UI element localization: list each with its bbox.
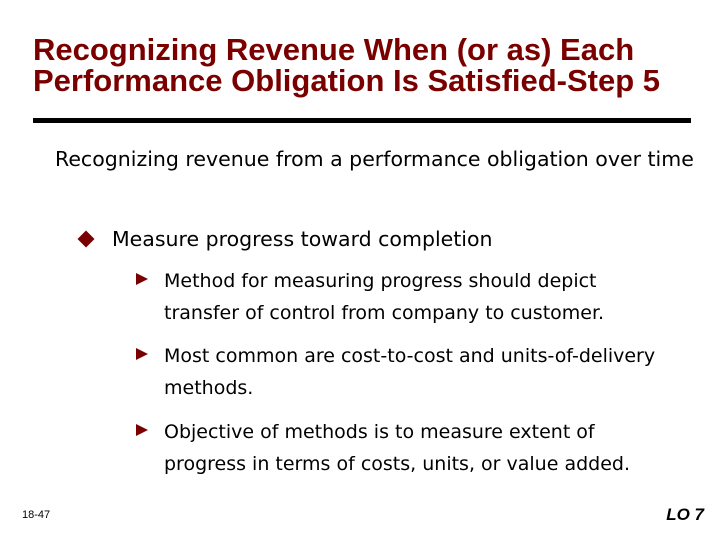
- bullet-item: Method for measuring progress should dep…: [136, 265, 664, 329]
- sub-point-label: Measure progress toward completion: [112, 227, 493, 251]
- triangle-right-icon: [136, 424, 148, 436]
- bullet-item: Most common are cost-to-cost and units-o…: [136, 340, 664, 404]
- main-point: Recognizing revenue from a performance o…: [55, 147, 694, 171]
- slide-title: Recognizing Revenue When (or as) Each Pe…: [33, 32, 661, 98]
- bullet-text: Objective of methods is to measure exten…: [164, 421, 630, 475]
- learning-objective: LO 7: [666, 505, 704, 524]
- bullet-text: Most common are cost-to-cost and units-o…: [164, 345, 656, 399]
- triangle-right-icon: [136, 273, 148, 285]
- diamond-icon: [77, 230, 95, 248]
- bullet-text: Method for measuring progress should dep…: [164, 270, 605, 324]
- slide-number: 18-47: [22, 509, 51, 521]
- title-divider: [33, 118, 691, 123]
- triangle-right-icon: [136, 348, 148, 360]
- sub-point: Measure progress toward completion: [77, 225, 493, 253]
- bullet-item: Objective of methods is to measure exten…: [136, 416, 664, 480]
